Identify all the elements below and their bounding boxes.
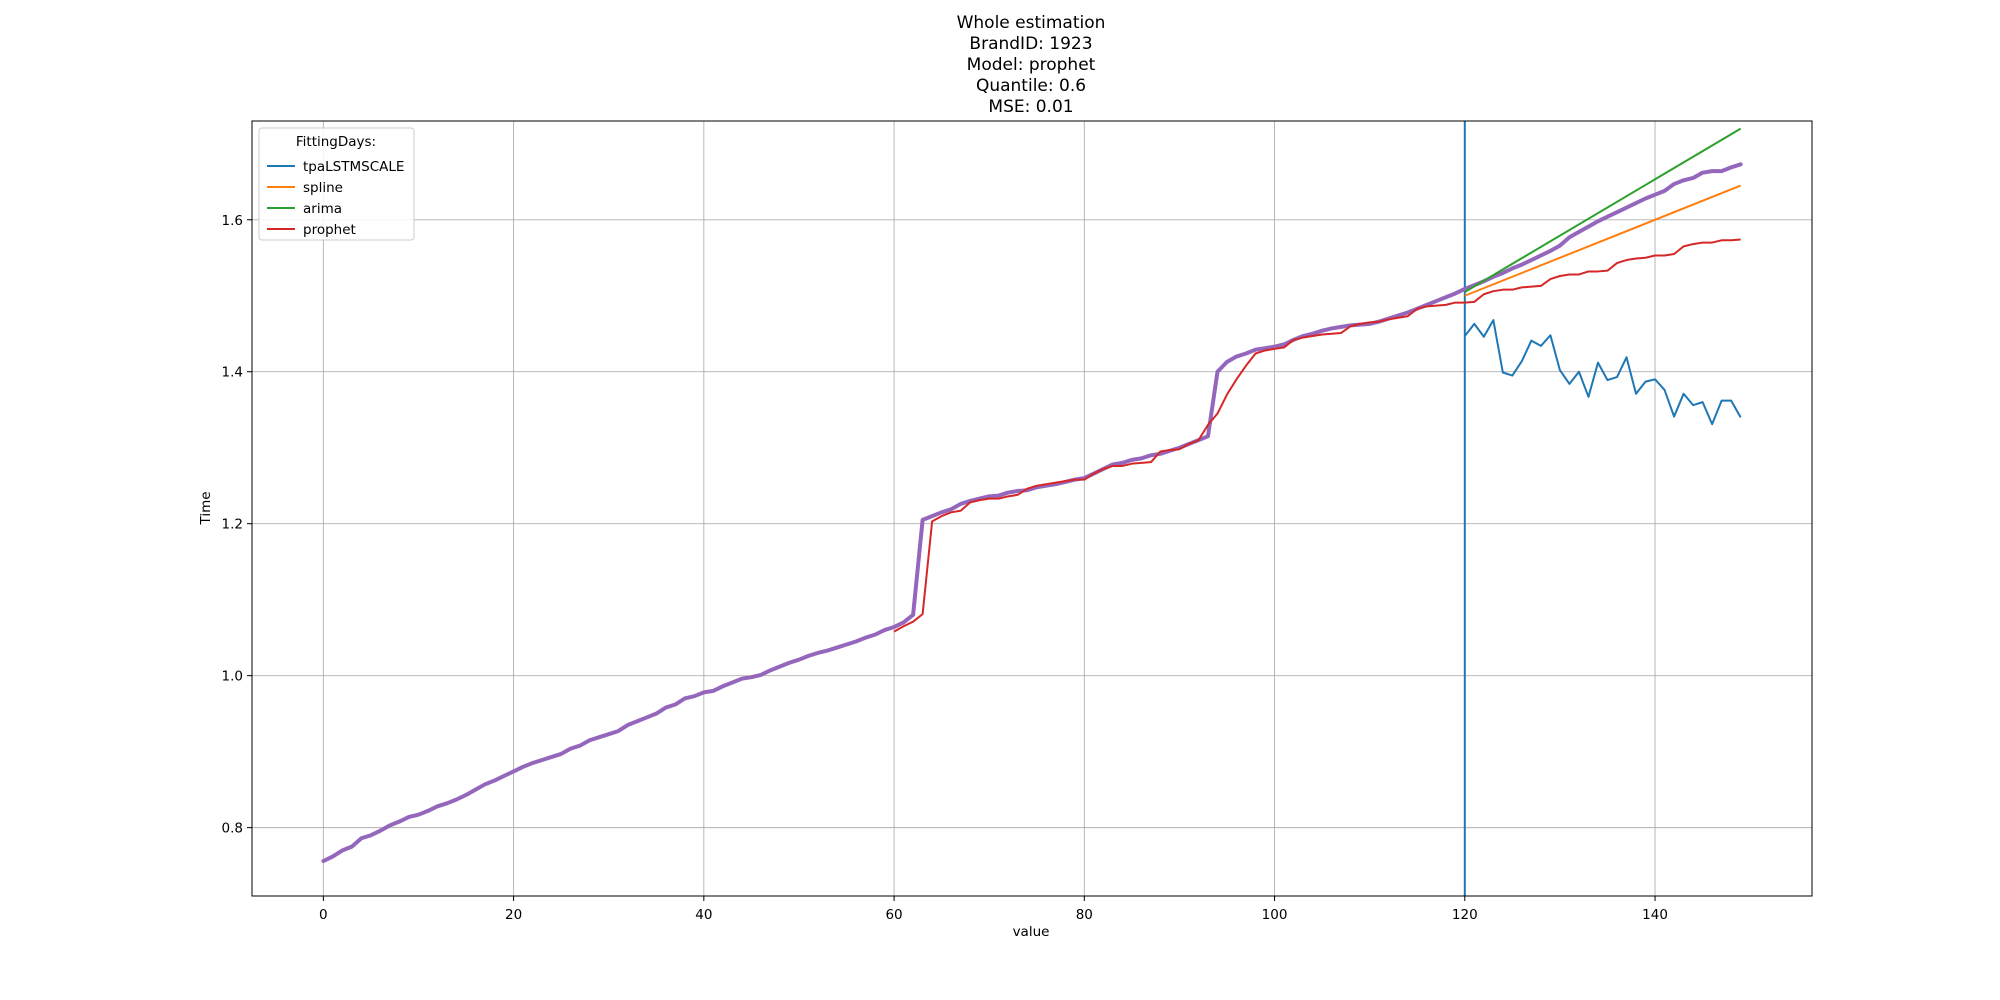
series-line-tpalstmscale bbox=[1464, 319, 1742, 426]
series-line-prophet bbox=[893, 238, 1741, 633]
legend-label: spline bbox=[303, 180, 343, 196]
legend: FittingDays: tpaLSTMSCALE spline arima proph… bbox=[258, 127, 415, 241]
series-line-spline bbox=[1464, 184, 1742, 297]
title-line: Quantile: 0.6 bbox=[976, 76, 1086, 96]
x-axis-label: value bbox=[1013, 924, 1050, 940]
legend-label: tpaLSTMSCALE bbox=[303, 159, 404, 175]
y-tick-label: 1.0 bbox=[222, 669, 243, 685]
x-tick-label: 0 bbox=[319, 907, 328, 923]
x-tick-label: 20 bbox=[505, 907, 522, 923]
x-tick-label: 80 bbox=[1076, 907, 1093, 923]
y-axis-ticks: 0.8 1.0 1.2 1.4 1.6 bbox=[222, 213, 252, 837]
plot-series bbox=[321, 127, 1743, 864]
x-tick-label: 60 bbox=[885, 907, 902, 923]
y-tick-label: 1.6 bbox=[222, 213, 243, 229]
y-tick-label: 1.4 bbox=[222, 365, 243, 381]
legend-title: FittingDays: bbox=[296, 134, 376, 150]
x-tick-label: 100 bbox=[1262, 907, 1288, 923]
legend-box bbox=[258, 127, 415, 241]
x-tick-label: 120 bbox=[1452, 907, 1478, 923]
chart-title: Whole estimation BrandID: 1923 Model: pr… bbox=[957, 13, 1106, 117]
y-axis-label: Time bbox=[198, 491, 214, 525]
legend-label: prophet bbox=[303, 222, 356, 238]
y-tick-label: 0.8 bbox=[222, 821, 243, 837]
y-tick-label: 1.2 bbox=[222, 517, 243, 533]
series-line-actual bbox=[321, 162, 1743, 864]
plot-frame bbox=[251, 120, 1813, 897]
title-line: Model: prophet bbox=[967, 55, 1096, 75]
x-tick-label: 140 bbox=[1642, 907, 1668, 923]
x-tick-label: 40 bbox=[695, 907, 712, 923]
x-axis-ticks: 0 20 40 60 80 100 120 140 bbox=[319, 896, 1668, 923]
title-line: BrandID: 1923 bbox=[969, 34, 1092, 54]
title-line: Whole estimation bbox=[957, 13, 1106, 33]
series-line-arima bbox=[1464, 127, 1742, 293]
legend-label: arima bbox=[303, 201, 342, 217]
title-line: MSE: 0.01 bbox=[988, 97, 1073, 117]
